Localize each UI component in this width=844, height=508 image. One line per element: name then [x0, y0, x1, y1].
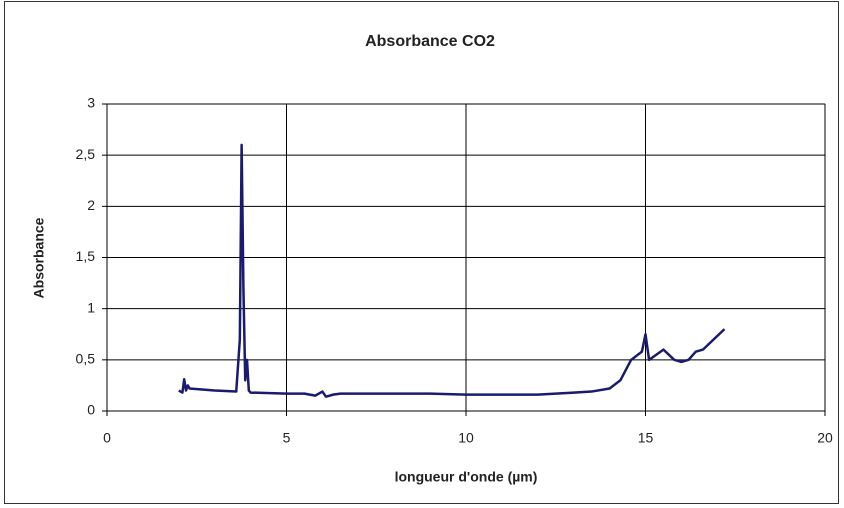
x-tick-label: 15	[638, 430, 654, 446]
data-line	[178, 143, 726, 398]
y-axis-title: Absorbance	[31, 217, 47, 298]
y-tick-label: 1,5	[76, 248, 96, 264]
y-tick-label: 0	[87, 402, 95, 418]
x-tick-label: 0	[103, 430, 111, 446]
y-tick-label: 3	[87, 95, 95, 111]
x-tick-label: 5	[283, 430, 291, 446]
y-tick-label: 2	[87, 197, 95, 213]
y-tick-label: 1	[87, 299, 95, 315]
x-axis-title: longueur d'onde (µm)	[395, 469, 538, 485]
x-tick-label: 10	[458, 430, 474, 446]
y-tick-label: 2,5	[76, 146, 96, 162]
x-tick-label: 20	[817, 430, 833, 446]
y-tick-label: 0,5	[76, 351, 96, 367]
chart-title: Absorbance CO2	[365, 33, 495, 50]
